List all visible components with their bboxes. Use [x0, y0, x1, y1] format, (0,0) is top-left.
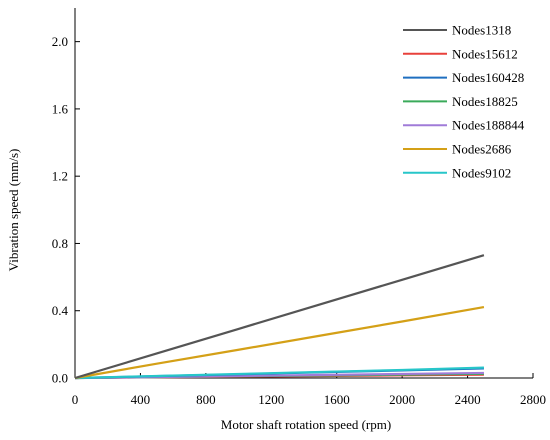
axes: 0 400 800 1200 1600 2000 2400 2800 0.0 0.4 0.8 1.2 1…	[52, 8, 546, 407]
x-tick-label: 400	[131, 392, 151, 407]
x-tick-label: 2800	[520, 392, 546, 407]
x-tick-label: 2400	[455, 392, 481, 407]
series-group	[74, 254, 485, 380]
legend-label-nodes1318: Nodes1318	[452, 23, 511, 38]
x-tick-label: 2000	[389, 392, 415, 407]
x-tick-label: 0	[72, 392, 79, 407]
legend-label-nodes18825: Nodes18825	[452, 94, 518, 109]
x-tick-label: 1200	[258, 392, 284, 407]
legend-label-nodes2686: Nodes2686	[452, 142, 512, 157]
y-axis-title: Vibration speed (mm/s)	[6, 149, 21, 272]
legend: Nodes1318 Nodes15612 Nodes160428 Nodes18825…	[403, 23, 525, 180]
series-line-nodes9102	[74, 366, 484, 380]
y-tick-label: 0.4	[52, 303, 69, 318]
y-tick-label: 0.8	[52, 236, 68, 251]
x-tick-label: 800	[196, 392, 216, 407]
y-tick-label: 1.6	[52, 101, 69, 116]
legend-label-nodes160428: Nodes160428	[452, 70, 524, 85]
x-tick-label: 1600	[324, 392, 350, 407]
y-tick-label: 2.0	[52, 34, 68, 49]
y-tick-label: 1.2	[52, 169, 68, 184]
legend-label-nodes15612: Nodes15612	[452, 46, 518, 61]
legend-label-nodes9102: Nodes9102	[452, 165, 511, 180]
series-line-nodes2686	[74, 305, 485, 380]
legend-label-nodes188844: Nodes188844	[452, 118, 525, 133]
series-line-nodes1318	[74, 254, 485, 380]
y-tick-label: 0.0	[52, 371, 68, 386]
x-axis-title: Motor shaft rotation speed (rpm)	[221, 417, 391, 432]
